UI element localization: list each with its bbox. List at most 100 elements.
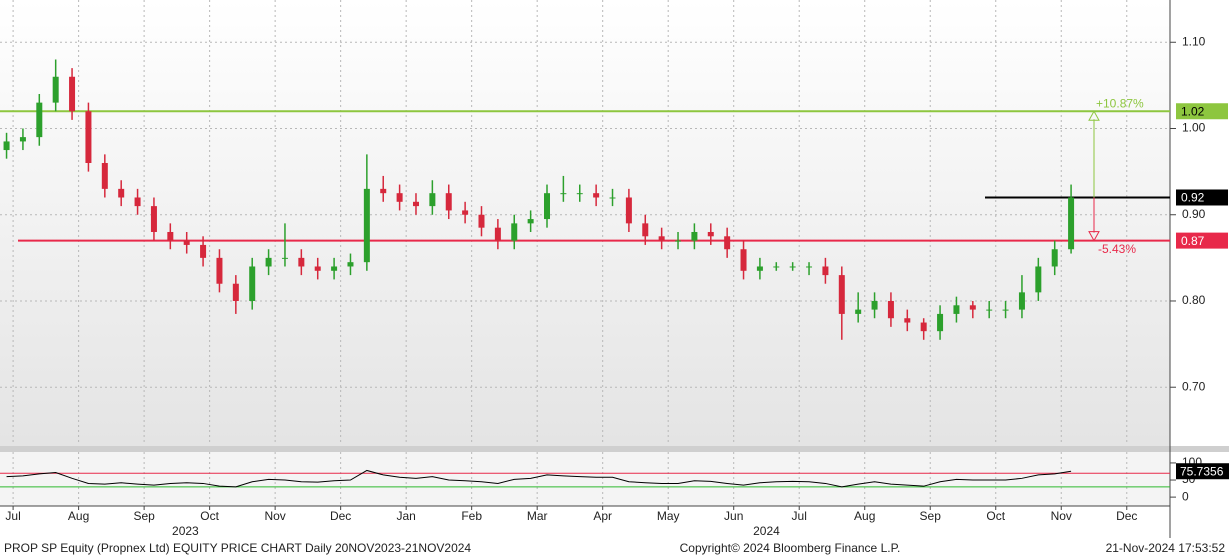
footer-right: 21-Nov-2024 17:53:52 — [1106, 541, 1226, 555]
candle-body — [937, 313, 944, 332]
x-tick-label: Jan — [396, 509, 415, 523]
candle-body — [281, 257, 288, 259]
annotation: +10.87% — [1096, 96, 1144, 110]
candle-body — [478, 214, 485, 228]
level-tag-label: 0.87 — [1181, 234, 1205, 248]
candle-body — [298, 257, 305, 267]
candle-body — [249, 266, 256, 301]
candle-body — [52, 76, 59, 103]
price-panel — [0, 0, 1170, 446]
last-value-tag — [1176, 463, 1229, 480]
candle-body — [969, 305, 976, 310]
y-tick-label: 1.00 — [1182, 121, 1206, 135]
candle-body — [871, 300, 878, 310]
candle-body — [789, 266, 796, 268]
candle-body — [1018, 292, 1025, 310]
candle-body — [118, 188, 125, 198]
candle-body — [396, 193, 403, 202]
candle-body — [822, 266, 829, 276]
y-tick-label: 0 — [1182, 489, 1189, 503]
candle-body — [593, 193, 600, 198]
candle-body — [200, 244, 207, 258]
candle-body — [527, 219, 534, 224]
level-tag — [1176, 232, 1228, 249]
candle-body — [216, 257, 223, 284]
candle-body — [625, 197, 632, 224]
arrow-up-head — [1088, 110, 1100, 121]
candle-body — [707, 231, 714, 237]
candle-body — [412, 201, 419, 207]
candle-body — [19, 137, 26, 142]
x-tick-label: Nov — [1051, 509, 1072, 523]
candle-body — [724, 236, 731, 250]
x-tick-label: Sep — [920, 509, 942, 523]
candle-body — [167, 231, 174, 241]
x-tick-label: Nov — [264, 509, 285, 523]
level-tag — [1176, 103, 1228, 120]
y-tick-label: 0.80 — [1182, 293, 1206, 307]
candle-body — [380, 188, 387, 194]
candle-body — [3, 141, 10, 151]
footer-center: Copyright© 2024 Bloomberg Finance L.P. — [680, 541, 901, 555]
footer-left: PROP SP Equity (Propnex Ltd) EQUITY PRIC… — [4, 541, 471, 555]
candle-body — [150, 206, 157, 232]
candle-body — [85, 111, 92, 163]
x-tick-label: Feb — [461, 509, 482, 523]
candle-body — [576, 193, 583, 195]
candle-body — [1002, 309, 1009, 311]
candle-body — [740, 249, 747, 271]
candle-body — [691, 231, 698, 241]
candle-body — [1051, 249, 1058, 267]
candle-body — [314, 266, 321, 271]
candle-body — [1068, 197, 1075, 250]
x-tick-label: Dec — [1116, 509, 1137, 523]
x-year-label: 2024 — [753, 524, 780, 538]
candle-body — [560, 193, 567, 195]
x-tick-label: May — [657, 509, 680, 523]
candle-body — [101, 162, 108, 189]
candle-body — [232, 283, 239, 301]
arrow-down-head — [1088, 231, 1100, 242]
candle-body — [445, 193, 452, 211]
candle-body — [642, 223, 649, 237]
level-tag — [1176, 189, 1228, 206]
candle-body — [363, 188, 370, 263]
x-tick-label: Jun — [724, 509, 743, 523]
candle-body — [134, 197, 141, 207]
candle-body — [675, 240, 682, 242]
candle-body — [986, 309, 993, 311]
candle-body — [429, 193, 436, 207]
rsi-line — [6, 469, 1072, 488]
candle-body — [855, 309, 862, 314]
candle-body — [756, 266, 763, 271]
x-tick-label: Oct — [986, 509, 1005, 523]
candle-body — [904, 318, 911, 323]
candle-body — [838, 275, 845, 314]
x-tick-label: Mar — [527, 509, 548, 523]
candle-body — [887, 300, 894, 319]
y-tick-label: 0.70 — [1182, 379, 1206, 393]
candle-body — [609, 197, 616, 199]
candle-body — [658, 236, 665, 241]
candle-body — [494, 227, 501, 241]
candle-body — [69, 76, 76, 112]
x-tick-label: Sep — [133, 509, 155, 523]
x-tick-label: Oct — [200, 509, 219, 523]
y-tick-label: 0.90 — [1182, 207, 1206, 221]
candle-body — [920, 322, 927, 332]
candle-body — [265, 257, 272, 267]
panel-divider[interactable] — [0, 446, 1229, 452]
candle-body — [544, 193, 551, 220]
level-tag-label: 0.92 — [1181, 191, 1205, 205]
x-tick-label: Aug — [854, 509, 875, 523]
candle-body — [953, 305, 960, 314]
candle-body — [347, 262, 354, 267]
y-tick-label: 1.10 — [1182, 34, 1206, 48]
candle-body — [462, 210, 469, 215]
x-tick-label: Jul — [5, 509, 20, 523]
x-tick-label: Jul — [792, 509, 807, 523]
last-value-label: 75.7356 — [1180, 464, 1224, 478]
candle-body — [1035, 266, 1042, 293]
